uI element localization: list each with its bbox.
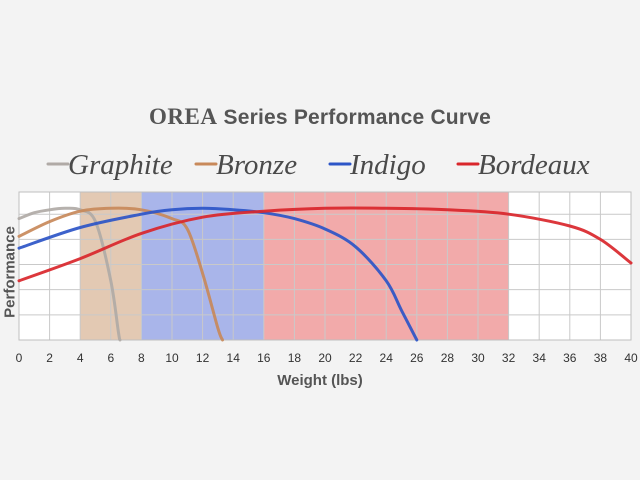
x-tick-label: 2 [46, 351, 53, 365]
x-tick-label: 24 [380, 351, 394, 365]
x-tick-label: 14 [227, 351, 241, 365]
plot-border [18, 191, 632, 341]
x-tick-label: 26 [410, 351, 424, 365]
x-tick-label: 18 [288, 351, 302, 365]
chart-title-text: Series Performance Curve [223, 106, 491, 129]
x-tick-label: 40 [624, 351, 638, 365]
bordeaux-legend-label: Bordeaux [478, 149, 590, 181]
x-tick-label: 30 [471, 351, 485, 365]
grid [18, 191, 632, 341]
x-tick-label: 10 [165, 351, 179, 365]
x-tick-label: 12 [196, 351, 210, 365]
indigo-legend-label: Indigo [349, 149, 426, 181]
x-tick-label: 22 [349, 351, 363, 365]
legend: Graphite Bronze Indigo Bordeaux [46, 149, 590, 181]
x-tick-label: 0 [16, 351, 23, 365]
x-tick-labels: 0 2 4 6 8 10 12 14 16 18 20 22 24 26 28 30 32 34 36 38 40 [16, 351, 638, 365]
x-axis-label: Weight (lbs) [277, 372, 363, 389]
y-axis-label: Performance [1, 226, 19, 318]
x-tick-label: 16 [257, 351, 271, 365]
x-tick-label: 4 [77, 351, 84, 365]
bronze-series-line [17, 206, 224, 342]
x-tick-label: 36 [563, 351, 577, 365]
x-tick-label: 6 [107, 351, 114, 365]
bronze-legend-label: Bronze [216, 149, 297, 181]
x-tick-label: 34 [533, 351, 547, 365]
x-tick-label: 32 [502, 351, 516, 365]
x-tick-label: 28 [441, 351, 455, 365]
x-tick-label: 8 [138, 351, 145, 365]
series-lines [17, 206, 633, 342]
chart-title: OREA Series Performance Curve [0, 104, 640, 130]
x-tick-label: 38 [594, 351, 608, 365]
chart-title-brand: OREA [149, 104, 218, 129]
bordeaux-series-line [17, 206, 633, 283]
graphite-legend-label: Graphite [68, 149, 173, 181]
x-tick-label: 20 [318, 351, 332, 365]
